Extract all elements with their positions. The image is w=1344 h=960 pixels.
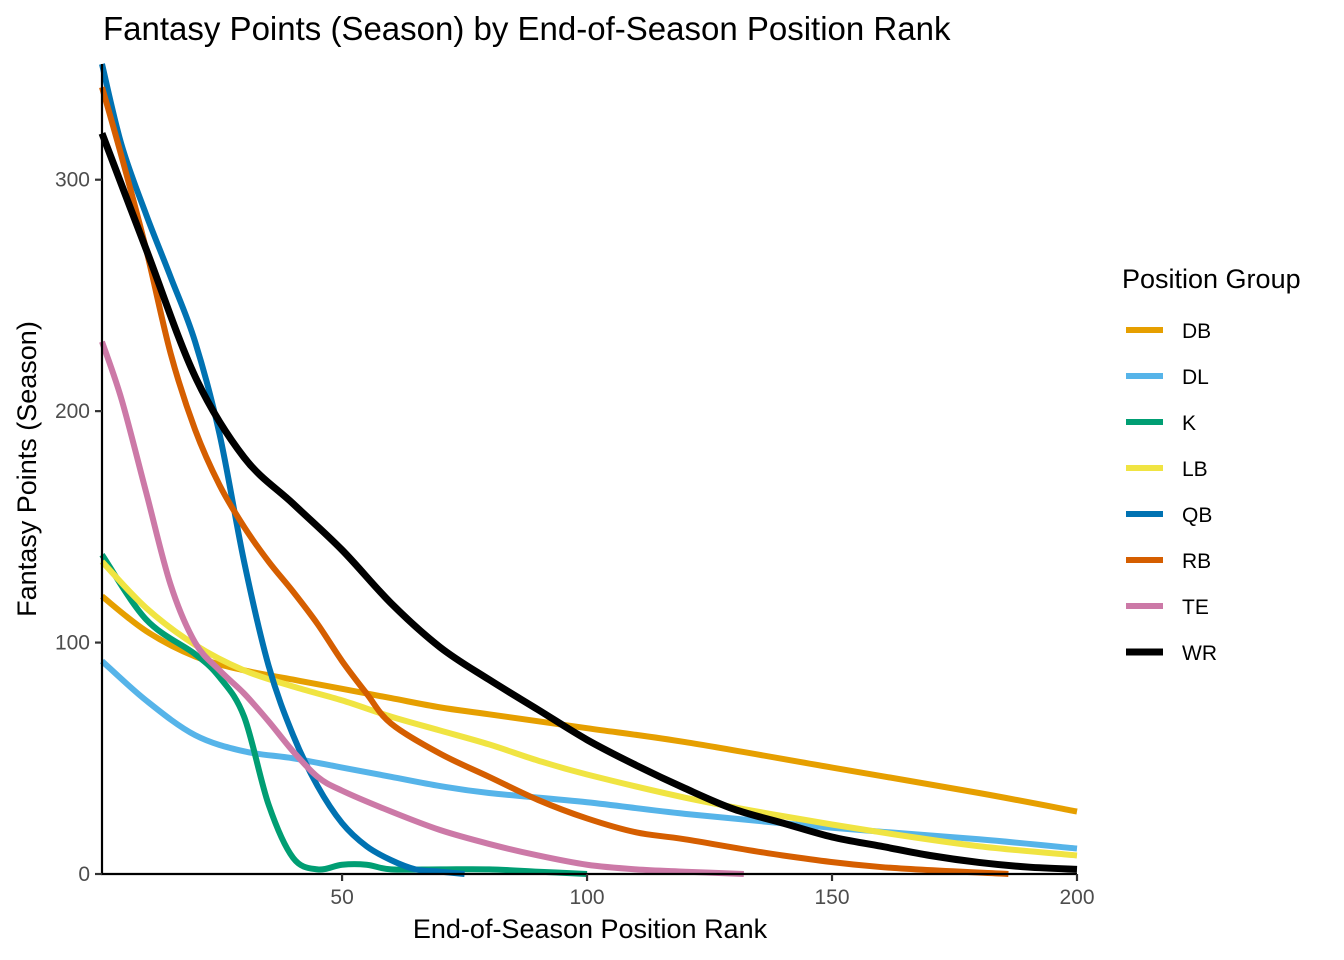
x-axis-title: End-of-Season Position Rank	[413, 914, 768, 944]
legend-label-wr: WR	[1182, 642, 1217, 665]
x-axis-ticks: 50 100 150 200	[330, 874, 1095, 909]
y-axis-ticks: 0 100 200 300	[55, 169, 102, 886]
series-line-te	[99, 340, 744, 877]
y-tick-label: 200	[55, 400, 90, 423]
legend: Position Group DB DL K LB QB RB TE WR	[1122, 264, 1301, 665]
legend-label-rb: RB	[1182, 550, 1211, 573]
x-tick-label: 100	[570, 886, 605, 909]
legend-label-lb: LB	[1182, 458, 1208, 481]
legend-label-te: TE	[1182, 596, 1209, 619]
legend-items: DB DL K LB QB RB TE WR	[1126, 320, 1217, 665]
y-axis-title: Fantasy Points (Season)	[12, 321, 42, 617]
series-line-db	[100, 593, 1078, 815]
legend-label-k: K	[1182, 412, 1196, 435]
series-line-wr	[98, 132, 1078, 873]
legend-title: Position Group	[1122, 264, 1301, 294]
y-tick-label: 100	[55, 632, 90, 655]
legend-label-db: DB	[1182, 320, 1211, 343]
series-line-lb	[99, 559, 1078, 859]
y-tick-label: 0	[78, 863, 90, 886]
series-line-qb	[99, 63, 465, 877]
x-tick-label: 150	[815, 886, 850, 909]
series-layer	[98, 63, 1078, 877]
series-line-k	[99, 552, 588, 877]
chart-title: Fantasy Points (Season) by End-of-Season…	[103, 10, 951, 47]
series-line-rb	[99, 86, 1009, 877]
legend-label-dl: DL	[1182, 366, 1209, 389]
legend-label-qb: QB	[1182, 504, 1212, 527]
x-tick-label: 50	[330, 886, 353, 909]
x-tick-label: 200	[1059, 886, 1094, 909]
y-tick-label: 300	[55, 169, 90, 192]
